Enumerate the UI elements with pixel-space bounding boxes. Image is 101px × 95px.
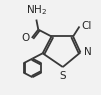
Text: S: S (59, 71, 66, 81)
Text: O: O (21, 33, 29, 43)
Text: N: N (84, 47, 92, 57)
Text: NH$_2$: NH$_2$ (26, 4, 47, 17)
Text: Cl: Cl (81, 21, 92, 31)
